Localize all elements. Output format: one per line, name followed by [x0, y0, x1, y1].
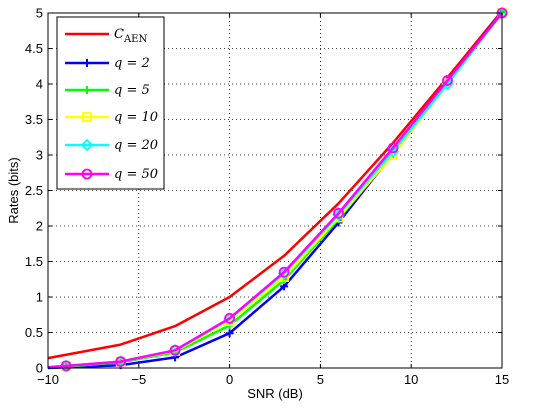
y-tick-label: 5 — [36, 6, 43, 21]
x-tick-label: −5 — [131, 372, 146, 387]
legend-entry: q = 50 — [65, 167, 158, 182]
data-point — [332, 208, 345, 221]
data-point — [115, 356, 127, 368]
x-tick-label: 15 — [495, 372, 509, 387]
data-point — [223, 312, 236, 326]
y-tick-label: 2 — [36, 219, 43, 234]
y-tick-label: 2.5 — [25, 183, 43, 198]
legend-box — [56, 16, 165, 190]
legend-label: q = 5 — [114, 83, 150, 98]
legend-entry: q = 5 — [65, 83, 150, 98]
y-tick-label: 4.5 — [25, 41, 43, 56]
data-point — [387, 142, 399, 154]
y-tick-label: 4 — [36, 77, 43, 92]
x-tick-label: 10 — [404, 372, 418, 387]
data-point — [278, 266, 290, 278]
data-point — [277, 267, 291, 280]
x-tick-label: 5 — [317, 372, 324, 387]
legend-marker — [83, 86, 91, 94]
legend-entry: q = 20 — [65, 138, 158, 153]
legend-marker — [83, 59, 91, 67]
data-point — [225, 329, 234, 338]
legend-marker — [80, 138, 94, 152]
legend-entry: q = 2 — [65, 56, 150, 71]
data-point — [224, 312, 236, 324]
y-axis-title: Rates (bits) — [6, 157, 21, 223]
series-line — [47, 10, 503, 360]
data-point — [333, 207, 344, 219]
legend-label: q = 2 — [114, 56, 150, 71]
series-line — [47, 12, 503, 369]
x-tick-label: −10 — [37, 372, 59, 387]
tick-layer: −10 −5 0 5 10 15 0 0.5 1 1.5 2 2.5 3 3.5 4 4.5 5 — [25, 6, 509, 388]
legend-label: q = 20 — [114, 138, 158, 153]
legend-marker — [81, 168, 93, 180]
legend-label: q = 50 — [114, 167, 158, 182]
data-point — [442, 75, 453, 86]
legend-marker — [82, 112, 92, 122]
series-0 — [47, 10, 503, 360]
y-tick-label: 3 — [36, 148, 43, 163]
legend-label: q = 10 — [114, 110, 158, 125]
x-tick-label: 0 — [226, 372, 233, 387]
data-point — [60, 360, 72, 372]
y-tick-label: 3.5 — [25, 112, 43, 127]
series-layer — [47, 6, 509, 373]
y-tick-label: 0 — [36, 361, 43, 376]
y-tick-label: 1 — [36, 290, 43, 305]
legend-entry: q = 10 — [65, 110, 158, 125]
x-axis-title: SNR (dB) — [247, 386, 303, 401]
y-tick-label: 0.5 — [25, 325, 43, 340]
y-tick-label: 1.5 — [25, 254, 43, 269]
series-5 — [47, 7, 508, 372]
data-point — [169, 344, 181, 356]
